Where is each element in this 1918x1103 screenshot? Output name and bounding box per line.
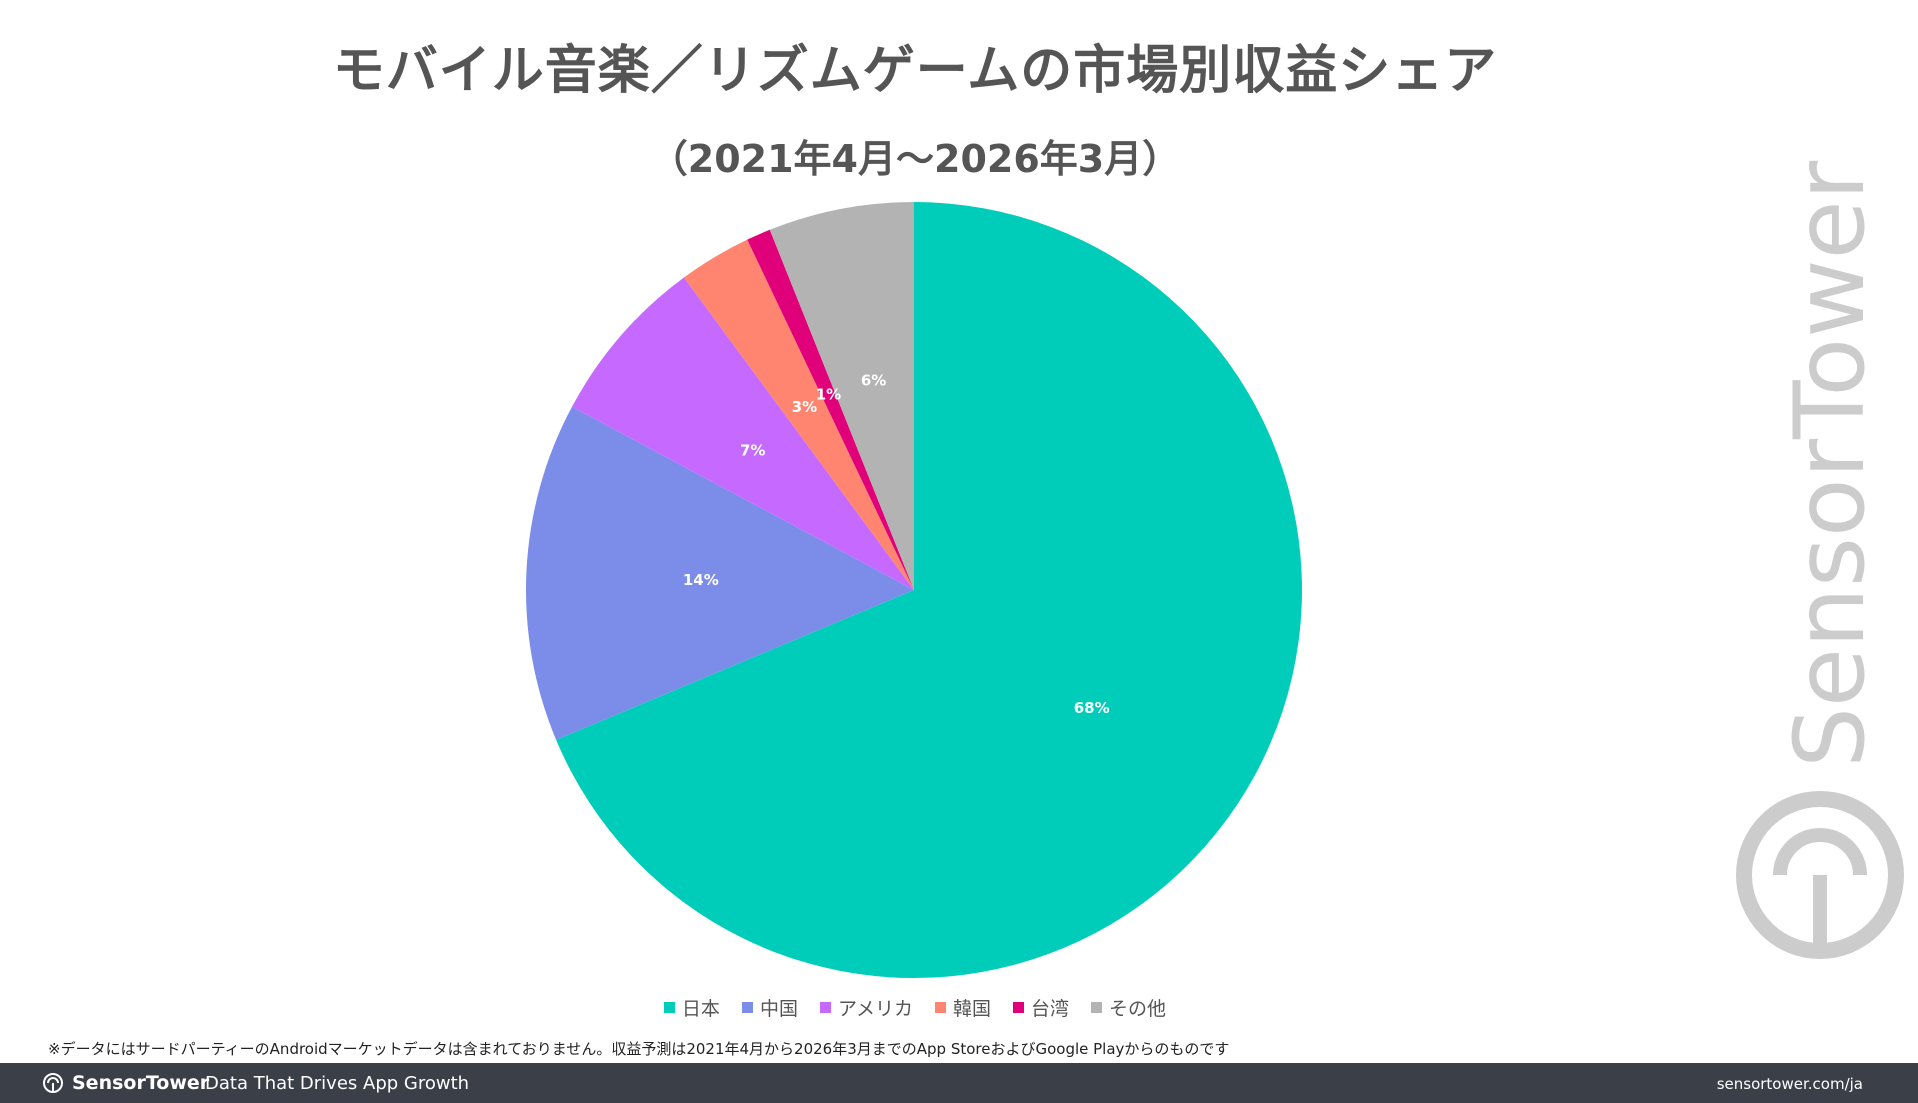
pie-slice-4 bbox=[747, 229, 914, 590]
footer-url[interactable]: sensortower.com/ja bbox=[1716, 1075, 1863, 1093]
footer-brand: SensorTower bbox=[72, 1072, 210, 1094]
legend-swatch-4 bbox=[1013, 1002, 1025, 1013]
footer-bar: SensorTower Data That Drives App Growth … bbox=[0, 1063, 1918, 1103]
pie-slice-label-5: 6% bbox=[861, 371, 886, 389]
pie-slice-0 bbox=[556, 202, 1302, 979]
legend-item-5: その他 bbox=[1091, 994, 1166, 1021]
pie-slice-2 bbox=[571, 277, 914, 590]
legend-item-3: 韓国 bbox=[935, 994, 991, 1021]
pie-slice-3 bbox=[683, 239, 914, 591]
footnote: ※データにはサードパーティーのAndroidマーケットデータは含まれておりません… bbox=[48, 1040, 1230, 1058]
pie-slice-label-4: 1% bbox=[816, 386, 841, 404]
legend-label-4: 台湾 bbox=[1031, 998, 1070, 1020]
chart-subtitle: （2021年4月～2026年3月） bbox=[649, 137, 1181, 181]
chart-legend: 日本 中国 アメリカ 韓国 台湾 その他 bbox=[0, 994, 1830, 1021]
legend-swatch-5 bbox=[1091, 1002, 1103, 1013]
legend-item-4: 台湾 bbox=[1013, 994, 1069, 1021]
footer-tagline: Data That Drives App Growth bbox=[205, 1073, 470, 1094]
pie-slice-label-3: 3% bbox=[792, 398, 817, 416]
legend-item-1: 中国 bbox=[741, 994, 798, 1021]
pie-slice-label-0: 68% bbox=[1074, 699, 1110, 717]
legend-label-1: 中国 bbox=[759, 998, 798, 1020]
legend-swatch-3 bbox=[935, 1002, 947, 1013]
legend-swatch-1 bbox=[741, 1002, 753, 1013]
pie-slice-5 bbox=[769, 202, 914, 590]
pie-slice-1 bbox=[526, 406, 914, 740]
pie-slice-label-2: 7% bbox=[740, 441, 765, 459]
sensor-tower-logo-icon bbox=[1736, 791, 1904, 959]
watermark-text: SensorTower bbox=[1774, 160, 1886, 768]
legend-label-0: 日本 bbox=[681, 998, 720, 1020]
legend-item-2: アメリカ bbox=[819, 994, 914, 1021]
sensor-tower-icon bbox=[43, 1073, 63, 1093]
footer-logo: SensorTower bbox=[42, 1072, 209, 1094]
legend-swatch-0 bbox=[663, 1002, 675, 1013]
legend-label-5: その他 bbox=[1109, 998, 1167, 1020]
legend-swatch-2 bbox=[819, 1002, 831, 1013]
legend-label-2: アメリカ bbox=[837, 998, 914, 1020]
legend-label-3: 韓国 bbox=[953, 998, 992, 1020]
chart-title: モバイル音楽／リズムゲームの市場別収益シェア bbox=[332, 41, 1498, 101]
legend-item-0: 日本 bbox=[663, 994, 720, 1021]
sensor-tower-watermark: SensorTower bbox=[1736, 160, 1904, 959]
pie-slice-label-1: 14% bbox=[683, 571, 719, 589]
